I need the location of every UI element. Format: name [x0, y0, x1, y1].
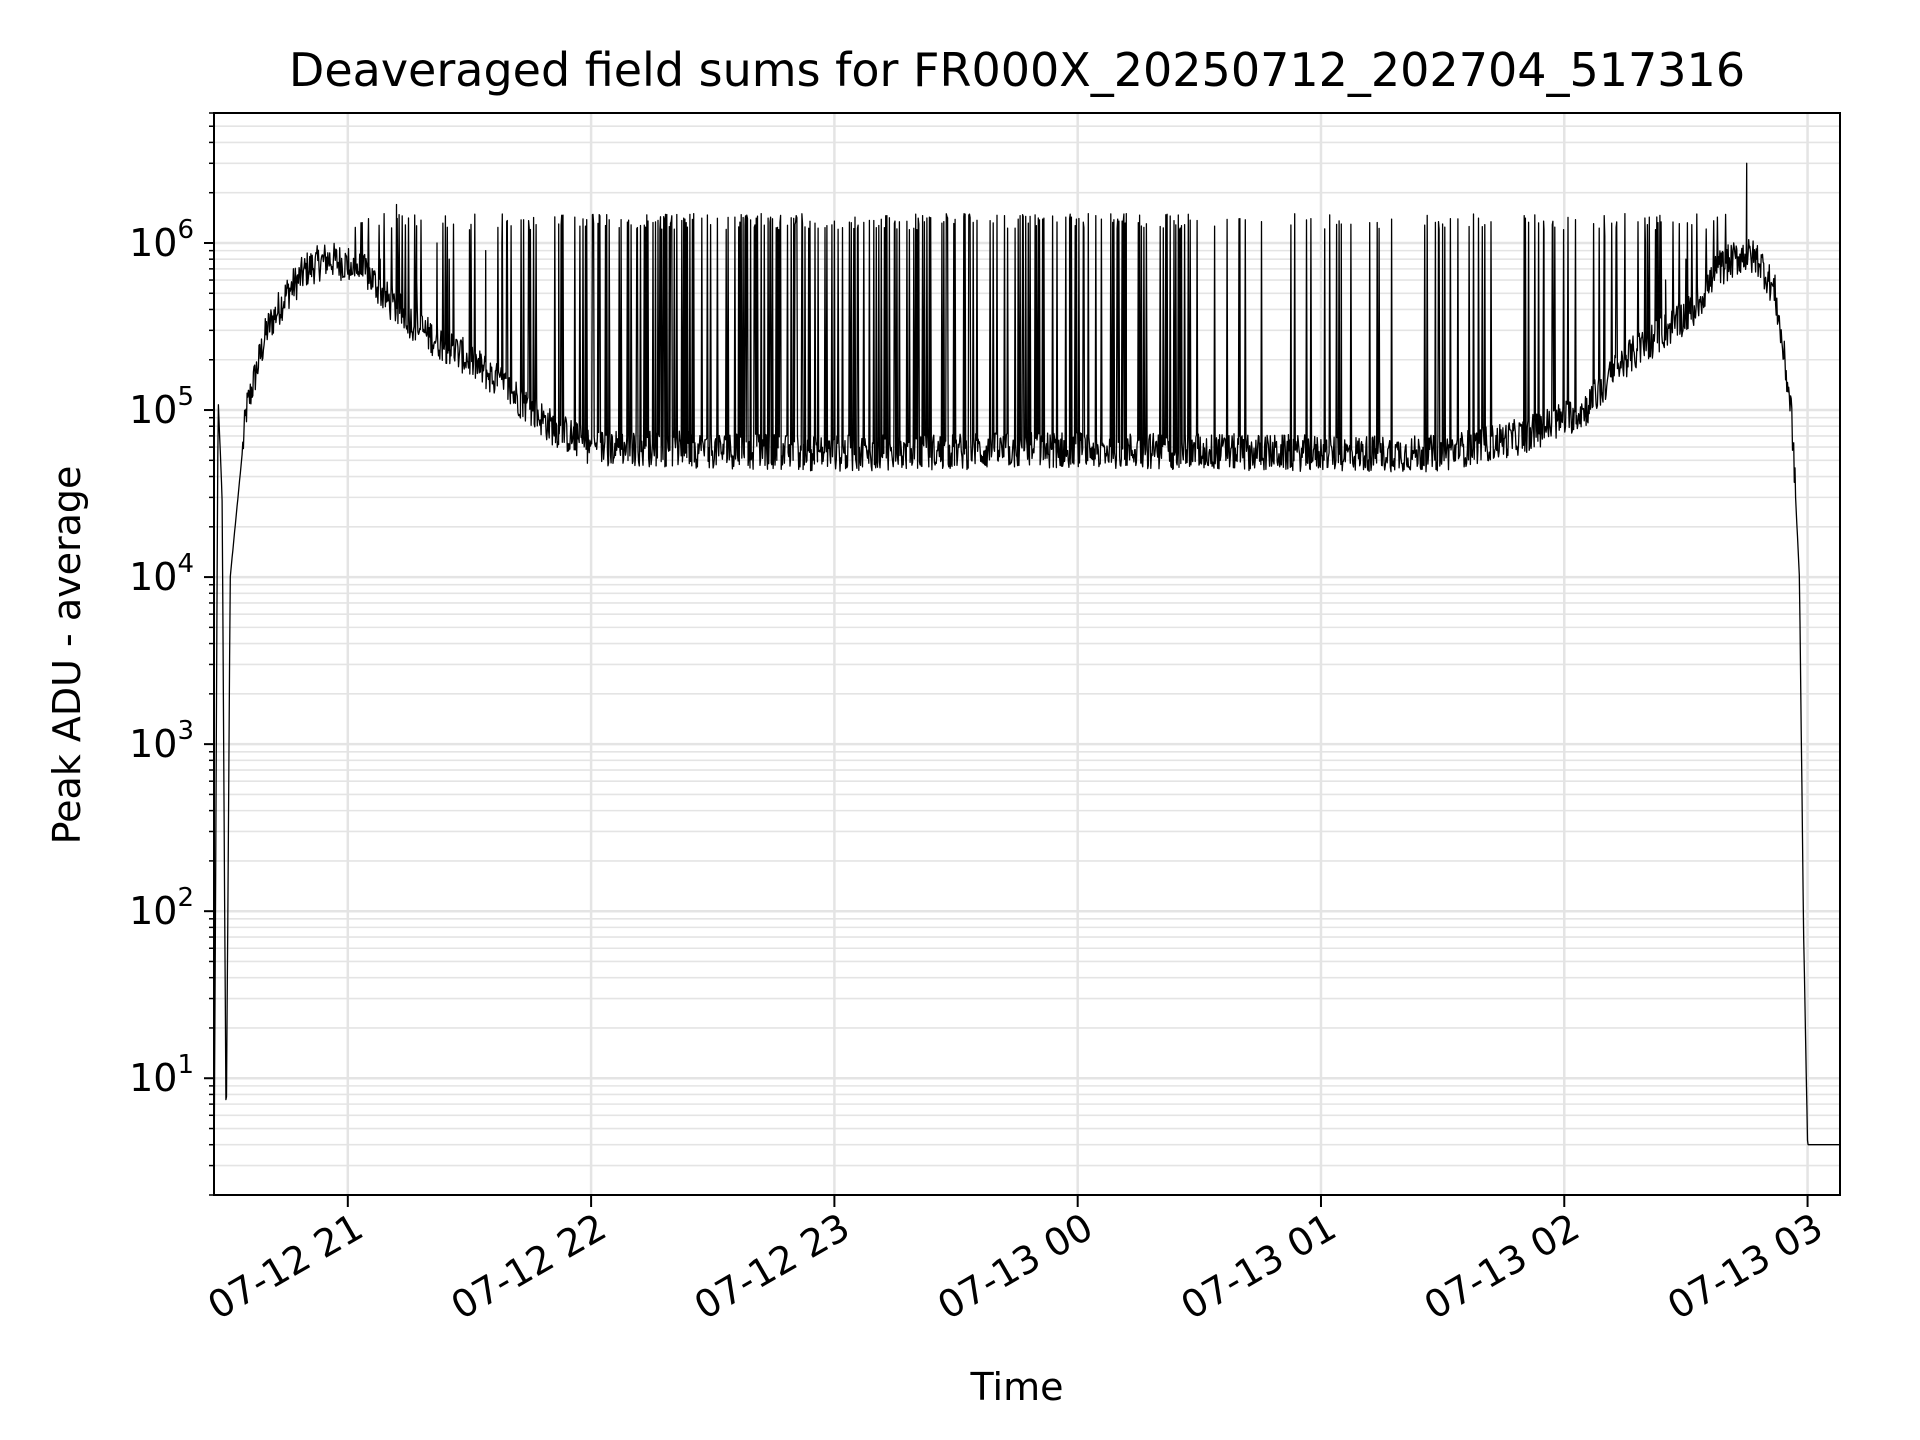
x-axis-label: Time	[970, 1365, 1064, 1409]
y-tick-label: 104	[129, 549, 194, 599]
series-line	[213, 162, 1841, 1196]
series-layer	[213, 162, 1841, 1196]
y-tick-exponent: 2	[177, 883, 194, 913]
y-tick-base: 10	[129, 221, 177, 265]
y-tick-exponent: 4	[177, 549, 194, 579]
y-tick-exponent: 5	[177, 382, 194, 412]
y-tick-base: 10	[129, 388, 177, 432]
y-tick-label: 103	[129, 716, 194, 766]
y-tick-label: 102	[129, 883, 194, 933]
y-tick-label: 101	[129, 1050, 194, 1100]
y-tick-label: 106	[129, 215, 194, 265]
y-tick-base: 10	[129, 1056, 177, 1100]
chart-title: Deaveraged field sums for FR000X_2025071…	[289, 43, 1745, 97]
y-tick-exponent: 1	[177, 1050, 194, 1080]
y-tick-base: 10	[129, 722, 177, 766]
plot-area-frame	[213, 112, 1841, 1196]
y-tick-base: 10	[129, 555, 177, 599]
y-tick-base: 10	[129, 889, 177, 933]
y-axis-label: Peak ADU - average	[45, 466, 89, 845]
y-tick-exponent: 3	[177, 716, 194, 746]
y-tick-label: 105	[129, 382, 194, 432]
y-tick-exponent: 6	[177, 215, 194, 245]
